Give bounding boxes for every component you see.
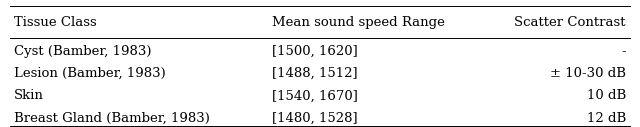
Text: Breast Gland (Bamber, 1983): Breast Gland (Bamber, 1983) — [14, 112, 210, 125]
Text: 10 dB: 10 dB — [587, 89, 626, 102]
Text: 12 dB: 12 dB — [587, 112, 626, 125]
Text: Tissue Class: Tissue Class — [14, 16, 97, 29]
Text: Mean sound speed Range: Mean sound speed Range — [272, 16, 445, 29]
Text: [1480, 1528]: [1480, 1528] — [272, 112, 358, 125]
Text: [1500, 1620]: [1500, 1620] — [272, 45, 358, 58]
Text: Scatter Contrast: Scatter Contrast — [515, 16, 626, 29]
Text: Lesion (Bamber, 1983): Lesion (Bamber, 1983) — [14, 67, 166, 80]
Text: -: - — [621, 45, 626, 58]
Text: ± 10-30 dB: ± 10-30 dB — [550, 67, 626, 80]
Text: [1488, 1512]: [1488, 1512] — [272, 67, 358, 80]
Text: Skin: Skin — [14, 89, 44, 102]
Text: [1540, 1670]: [1540, 1670] — [272, 89, 358, 102]
Text: Cyst (Bamber, 1983): Cyst (Bamber, 1983) — [14, 45, 152, 58]
